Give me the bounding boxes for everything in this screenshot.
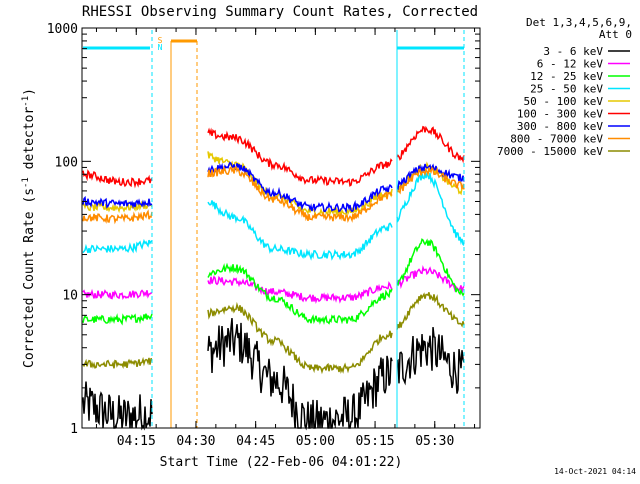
series-line-4-segment-2 [207, 200, 393, 261]
series-line-7-segment-1 [82, 195, 153, 210]
x-axis-label: Start Time (22-Feb-06 04:01:22) [160, 455, 403, 470]
series-line-3-segment-2 [207, 262, 393, 326]
series-line-5-segment-1 [82, 200, 153, 214]
footer-timestamp: 14-Oct-2021 04:14 [554, 467, 636, 476]
series-line-7-segment-2 [207, 161, 393, 214]
y-axis-label: Corrected Count Rate (s-1 detector-1) [21, 88, 37, 368]
series-line-8-segment-2 [207, 165, 393, 223]
series-line-2-segment-2 [207, 275, 393, 305]
x-tick-label-5: 05:15 [355, 434, 394, 449]
x-tick-label-3: 04:45 [236, 434, 275, 449]
y-label-prefix: Corrected Count Rate (s [22, 188, 37, 368]
legend-label-7: 300 - 800 keV [517, 120, 603, 133]
chart-title: RHESSI Observing Summary Count Rates, Co… [82, 4, 478, 20]
series-line-8-segment-1 [82, 209, 153, 225]
series-line-8-segment-3 [396, 166, 465, 195]
data-layer [82, 125, 465, 431]
legend-label-6: 100 - 300 keV [517, 108, 603, 121]
series-line-9-segment-3 [396, 292, 465, 330]
y-tick-label-4: 1000 [47, 22, 78, 37]
legend-header-line-2: Att 0 [599, 28, 632, 41]
y-label-suffix: ) [22, 88, 37, 96]
series-line-1-segment-1 [82, 381, 153, 431]
series-line-6-segment-2 [207, 127, 393, 187]
y-tick-label-1: 1 [70, 422, 78, 437]
legend-label-9: 7000 - 15000 keV [497, 145, 603, 158]
y-tick-label-2: 10 [62, 289, 78, 304]
series-line-3-segment-1 [82, 313, 153, 326]
series-line-9-segment-1 [82, 356, 153, 370]
x-tick-label-2: 04:30 [176, 434, 215, 449]
series-line-1-segment-3 [396, 327, 465, 394]
legend-label-3: 12 - 25 keV [530, 70, 603, 83]
legend-label-1: 3 - 6 keV [543, 45, 603, 58]
x-tick-label-1: 04:15 [117, 434, 156, 449]
series-line-6-segment-1 [82, 169, 153, 189]
series-line-4-segment-1 [82, 238, 153, 254]
series-line-3-segment-3 [396, 238, 465, 297]
y-label-sup-1: -1 [21, 177, 31, 188]
legend-label-5: 50 - 100 keV [524, 95, 604, 108]
legend-label-8: 800 - 7000 keV [510, 133, 603, 146]
y-label-sup-2: -1 [21, 96, 31, 107]
flag-label-s: S [158, 36, 163, 45]
series-line-4-segment-3 [396, 170, 465, 246]
x-tick-label-6: 05:30 [415, 434, 454, 449]
y-label-mid: detector [22, 107, 37, 178]
plot-frame [81, 27, 481, 429]
series-line-6-segment-3 [396, 125, 465, 164]
legend-header-line-1: Det 1,3,4,5,6,9, [526, 16, 632, 29]
legend-label-2: 6 - 12 keV [537, 58, 604, 71]
flag-label-n: N [158, 43, 163, 52]
series-line-7-segment-3 [396, 163, 465, 191]
legend-label-4: 25 - 50 keV [530, 83, 603, 96]
series-line-9-segment-2 [207, 301, 393, 375]
x-tick-label-4: 05:00 [296, 434, 335, 449]
series-line-2-segment-1 [82, 288, 153, 300]
axis-layer: 04:15 04:30 04:45 05:00 05:15 05:30 1 10 100 1000 [47, 22, 480, 449]
y-tick-label-3: 100 [55, 155, 78, 170]
